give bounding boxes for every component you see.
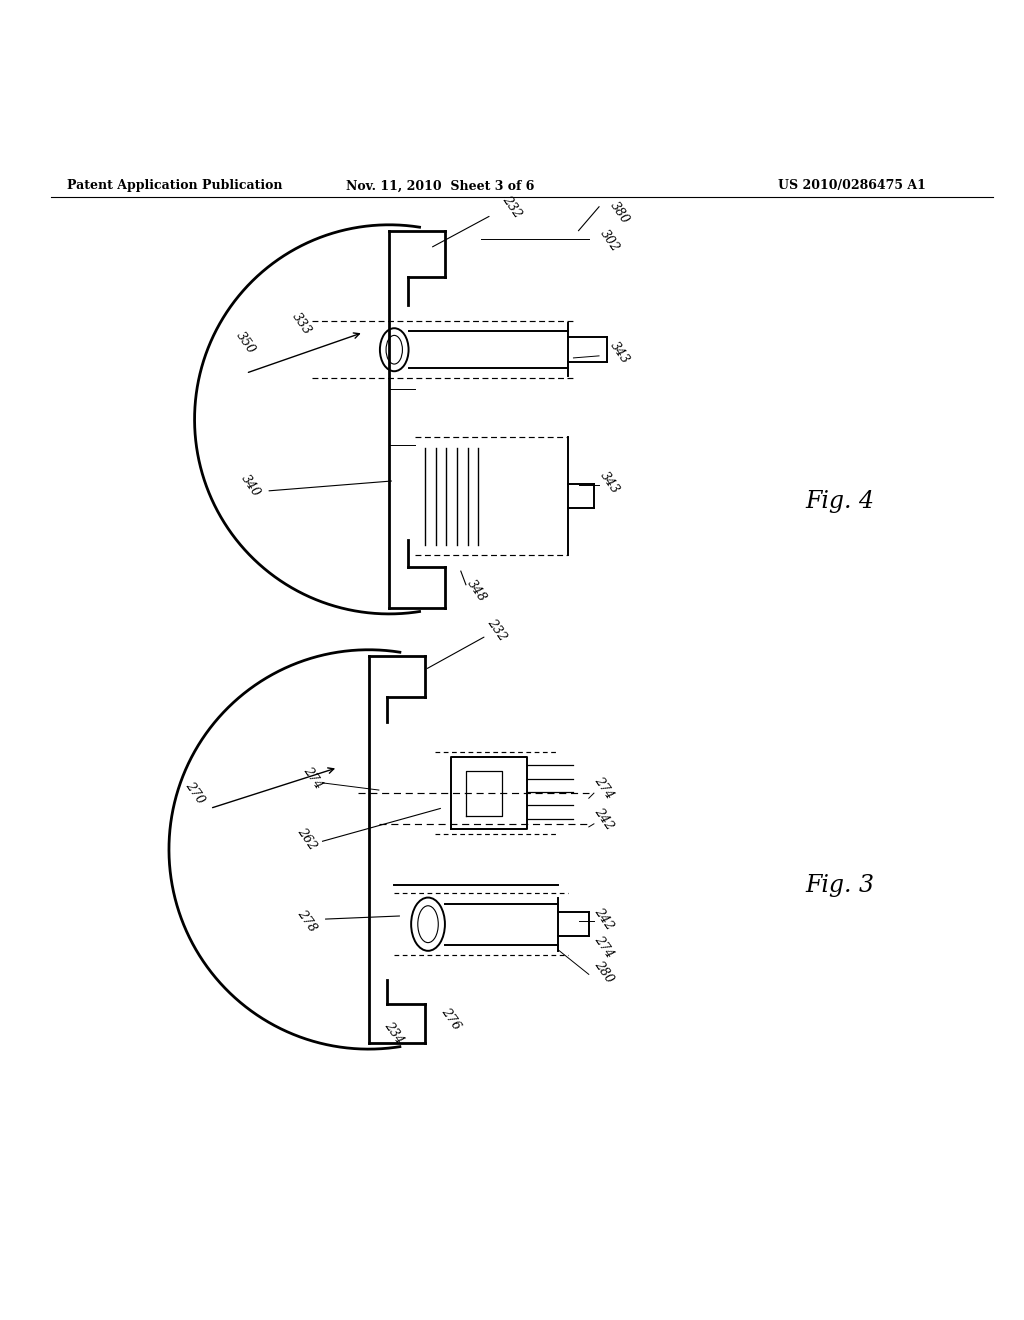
Text: 333: 333 xyxy=(290,310,314,338)
Text: 262: 262 xyxy=(295,825,319,853)
Text: 232: 232 xyxy=(500,194,524,220)
Text: 280: 280 xyxy=(592,958,616,986)
Text: Nov. 11, 2010  Sheet 3 of 6: Nov. 11, 2010 Sheet 3 of 6 xyxy=(346,180,535,193)
Text: 302: 302 xyxy=(597,227,622,253)
Text: 278: 278 xyxy=(295,908,319,935)
Text: US 2010/0286475 A1: US 2010/0286475 A1 xyxy=(778,180,926,193)
Text: 242: 242 xyxy=(592,906,616,933)
Text: 274: 274 xyxy=(592,933,616,960)
Text: 380: 380 xyxy=(607,199,632,227)
Text: 350: 350 xyxy=(233,329,258,356)
Text: Fig. 3: Fig. 3 xyxy=(805,874,874,896)
Text: 276: 276 xyxy=(438,1006,463,1032)
Text: 274: 274 xyxy=(300,764,325,791)
Text: 343: 343 xyxy=(597,470,622,496)
Text: 232: 232 xyxy=(484,616,509,643)
Text: 274: 274 xyxy=(592,775,616,801)
Text: 340: 340 xyxy=(239,473,263,499)
Text: 343: 343 xyxy=(607,339,632,367)
Text: 270: 270 xyxy=(182,780,207,807)
Text: 234: 234 xyxy=(382,1019,407,1047)
Text: 242: 242 xyxy=(592,805,616,833)
Text: Fig. 4: Fig. 4 xyxy=(805,490,874,512)
Text: Patent Application Publication: Patent Application Publication xyxy=(67,180,282,193)
Text: 348: 348 xyxy=(464,577,488,605)
